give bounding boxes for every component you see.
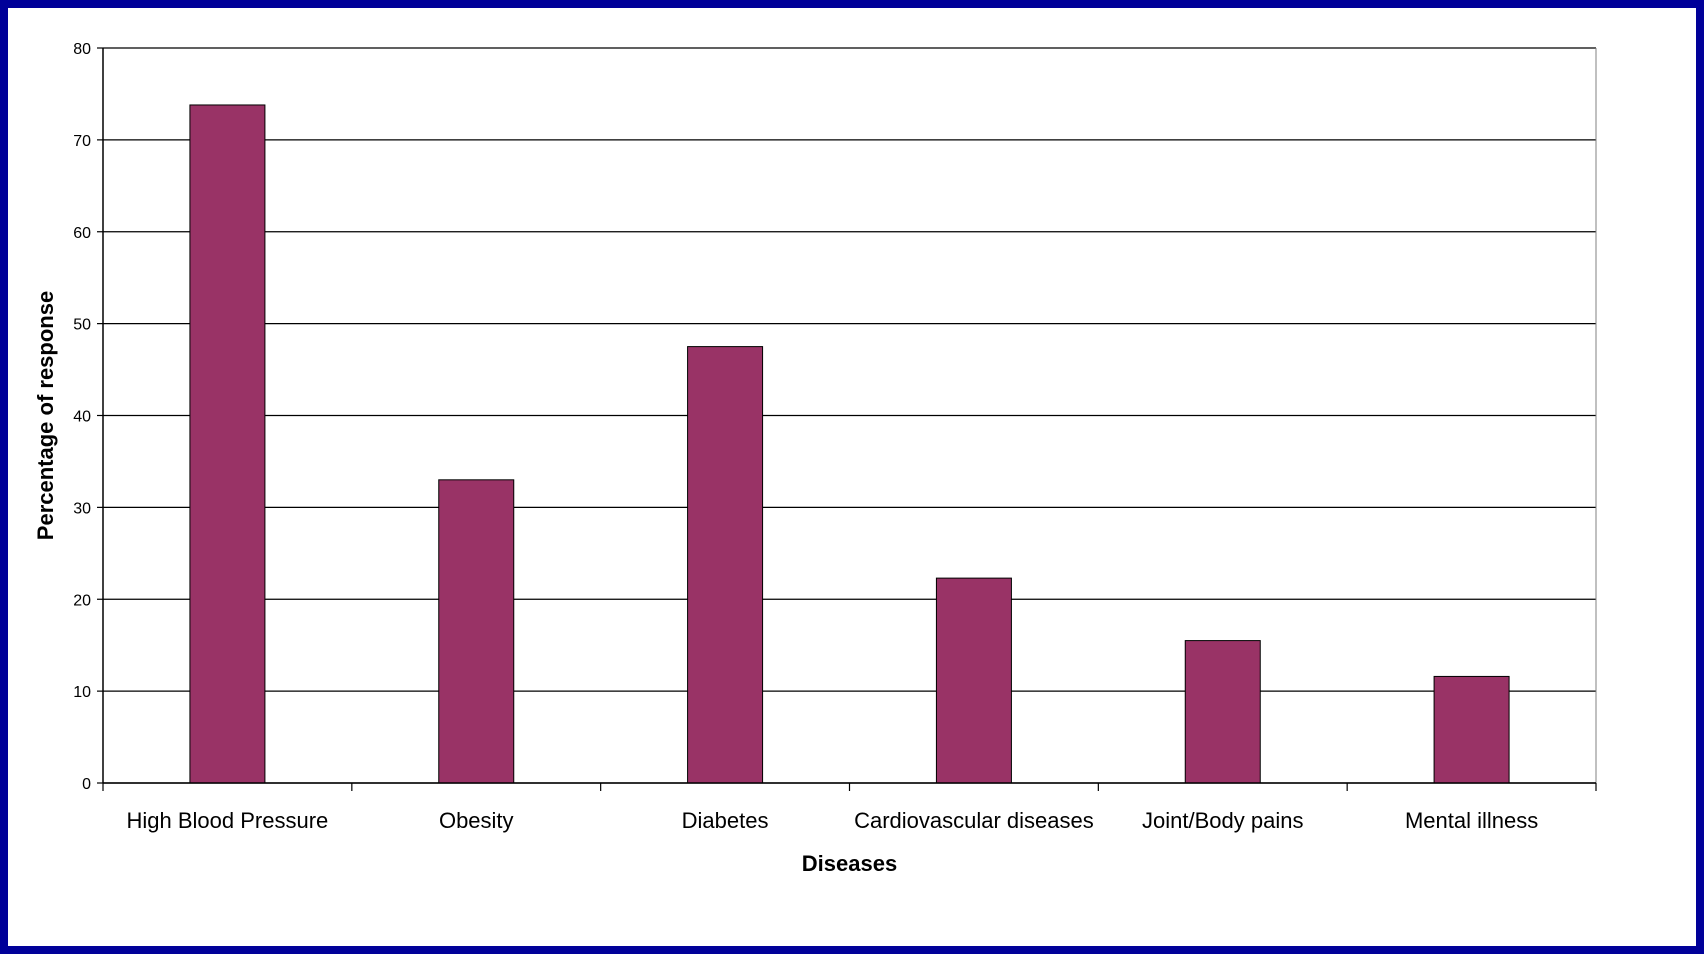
y-tick-label: 70 <box>73 133 91 150</box>
y-tick-label: 50 <box>73 317 91 334</box>
y-tick-labels: 0 10 20 30 40 50 60 70 80 <box>73 41 91 793</box>
gridlines <box>103 47 1596 784</box>
y-tick-label: 40 <box>73 409 91 426</box>
x-tick-label: Mental illness <box>1405 808 1538 833</box>
chart-frame: 0 10 20 30 40 50 60 70 80 High Blood Pressure Obe… <box>8 8 1696 946</box>
x-tick-label: Joint/Body pains <box>1142 808 1303 833</box>
axes <box>97 47 1597 791</box>
x-tick-labels: High Blood Pressure Obesity Diabetes Cardio… <box>127 808 1539 833</box>
x-tick-label: Diabetes <box>682 808 769 833</box>
bar <box>935 577 1012 784</box>
y-tick-label: 20 <box>73 592 91 609</box>
y-tick-label: 80 <box>73 41 91 58</box>
x-axis-title: Diseases <box>802 851 897 876</box>
bar <box>1433 675 1510 784</box>
y-tick-label: 0 <box>82 776 91 793</box>
bar-chart: 0 10 20 30 40 50 60 70 80 High Blood Pressure Obe… <box>33 41 1597 876</box>
y-tick-label: 60 <box>73 225 91 242</box>
x-tick-label: High Blood Pressure <box>127 808 329 833</box>
y-axis-title: Percentage of response <box>33 291 58 540</box>
bar <box>189 104 266 784</box>
x-tick-label: Cardiovascular diseases <box>854 808 1094 833</box>
bars <box>189 104 1510 784</box>
bar <box>438 479 515 784</box>
y-tick-label: 30 <box>73 500 91 517</box>
x-tick-label: Obesity <box>439 808 514 833</box>
y-tick-label: 10 <box>73 684 91 701</box>
bar <box>687 346 764 784</box>
bar <box>1184 640 1261 784</box>
